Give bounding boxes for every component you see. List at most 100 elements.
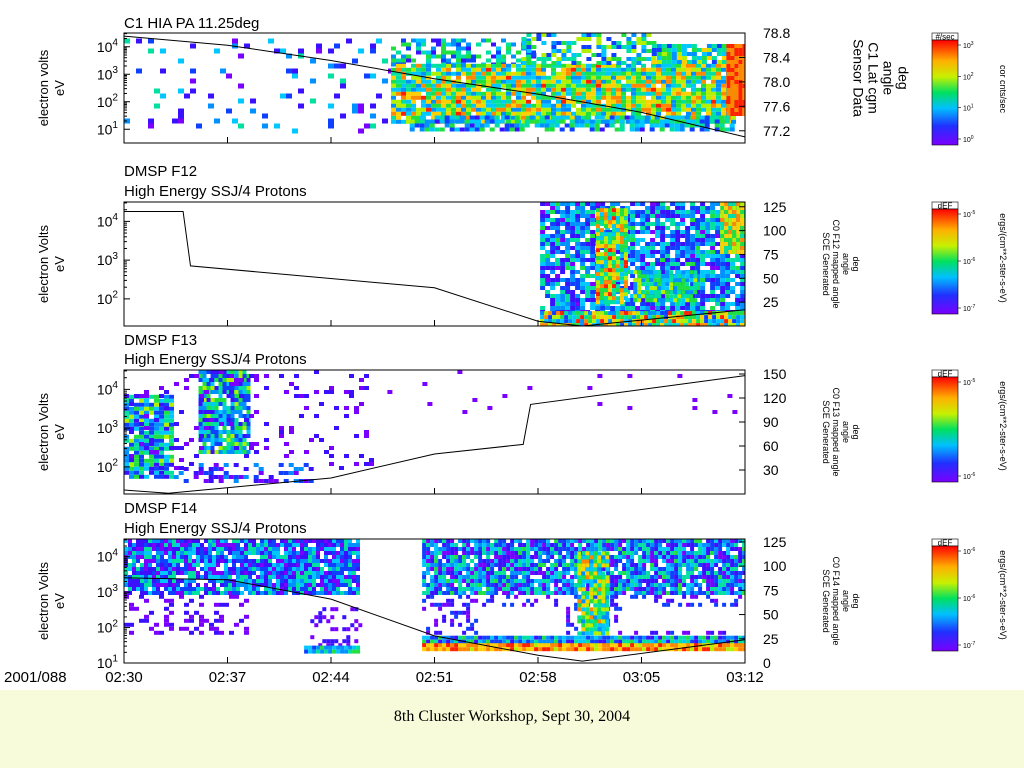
spectrogram-cell <box>566 83 571 88</box>
spectrogram-cell <box>612 212 616 217</box>
spectrogram-cell <box>661 298 666 303</box>
spectrogram-cell <box>675 302 681 306</box>
spectrogram-cell <box>156 587 160 591</box>
spectrogram-cell <box>691 87 696 92</box>
spectrogram-cell <box>214 410 219 414</box>
spectrogram-cell <box>129 402 134 406</box>
spectrogram-cell <box>633 290 638 295</box>
spectrogram-cell <box>254 394 259 398</box>
spectrogram-cell <box>604 288 608 293</box>
spectrogram-cell <box>218 378 223 382</box>
spectrogram-cell <box>401 107 406 112</box>
spectrogram-cell <box>256 547 260 551</box>
spectrogram-cell <box>655 222 661 226</box>
spectrogram-cell <box>536 83 541 88</box>
spectrogram-cell <box>660 234 666 238</box>
spectrogram-cell <box>685 270 690 275</box>
spectrogram-cell <box>230 370 235 374</box>
spectrogram-cell <box>692 406 698 410</box>
y-axis-unit-2: eV <box>52 256 67 272</box>
spectrogram-cell <box>426 87 431 92</box>
spectrogram-cell <box>471 103 476 108</box>
spectrogram-cell <box>234 622 239 627</box>
spectrogram-cell <box>590 266 596 270</box>
spectrogram-cell <box>469 127 475 132</box>
spectrogram-cell <box>665 246 671 250</box>
spectrogram-cell <box>159 466 164 470</box>
spectrogram-cell <box>164 446 169 451</box>
spectrogram-cell <box>471 67 476 72</box>
spectrogram-cell <box>268 543 272 547</box>
spectrogram-cell <box>734 88 739 92</box>
spectrogram-cell <box>501 38 506 43</box>
spectrogram-cell <box>680 323 685 326</box>
spectrogram-cell <box>212 571 216 575</box>
spectrogram-cell <box>198 426 203 430</box>
spectrogram-cell <box>132 559 136 563</box>
spectrogram-cell <box>705 298 711 302</box>
spectrogram-cell <box>406 54 411 59</box>
spectrogram-cell <box>272 583 276 587</box>
right-axis-label-line: deg <box>896 66 912 89</box>
spectrogram-cell <box>222 406 227 410</box>
colorbar-tick-label: 102 <box>963 72 974 81</box>
spectrogram-cell <box>594 123 600 128</box>
spectrogram-cell <box>551 75 556 80</box>
spectrogram-cell <box>450 555 455 559</box>
spectrogram-cell <box>700 250 706 254</box>
spectrogram-cell <box>176 543 180 547</box>
spectrogram-cell <box>232 38 238 44</box>
spectrogram-cell <box>600 288 604 293</box>
spectrogram-cell <box>134 442 139 447</box>
spectrogram-cell <box>545 282 551 286</box>
spectrogram-cell <box>600 266 606 270</box>
right-tick-label: 77.2 <box>763 123 790 139</box>
spectrogram-cell <box>202 450 207 454</box>
spectrogram-cell <box>665 262 671 266</box>
spectrogram-cell <box>172 591 176 595</box>
spectrogram-cell <box>565 266 571 270</box>
spectrogram-cell <box>204 418 209 422</box>
spectrogram-cell <box>649 298 654 303</box>
spectrogram-cell <box>430 575 435 579</box>
spectrogram-cell <box>565 210 571 214</box>
spectrogram-cell <box>706 44 712 48</box>
spectrogram-cell <box>710 306 716 310</box>
spectrogram-cell <box>132 543 136 547</box>
spectrogram-cell <box>734 56 739 60</box>
spectrogram-cell <box>630 218 636 222</box>
spectrogram-cell <box>580 258 586 262</box>
spectrogram-cell <box>704 127 710 132</box>
spectrogram-cell <box>626 57 632 61</box>
spectrogram-cell <box>637 294 642 299</box>
spectrogram-cell <box>661 99 666 104</box>
spectrogram-cell <box>591 103 596 108</box>
spectrogram-cell <box>693 290 698 295</box>
spectrogram-cell <box>560 218 566 222</box>
spectrogram-cell <box>249 374 254 378</box>
spectrogram-cell <box>220 68 226 74</box>
spectrogram-cell <box>715 226 721 230</box>
spectrogram-cell <box>284 575 288 579</box>
spectrogram-cell <box>629 123 635 128</box>
spectrogram-cell <box>725 286 731 290</box>
spectrogram-cell <box>340 78 346 84</box>
spectrogram-cell <box>330 627 335 632</box>
spectrogram-cell <box>230 430 235 434</box>
spectrogram-cell <box>601 45 607 49</box>
spectrogram-cell <box>666 111 671 116</box>
spectrogram-cell <box>320 645 325 650</box>
spectrogram-cell <box>556 103 561 108</box>
spectrogram-cell <box>608 319 613 324</box>
spectrogram-cell <box>701 67 706 72</box>
spectrogram-cell <box>159 446 164 451</box>
spectrogram-cell <box>511 42 516 47</box>
spectrogram-cell <box>474 119 480 124</box>
spectrogram-cell <box>184 583 188 587</box>
spectrogram-cell <box>732 206 737 210</box>
spectrogram-cell <box>738 76 743 80</box>
spectrogram-cell <box>328 73 334 79</box>
spectrogram-cell <box>236 547 240 551</box>
spectrogram-cell <box>570 270 576 274</box>
spectrogram-cell <box>740 278 745 282</box>
